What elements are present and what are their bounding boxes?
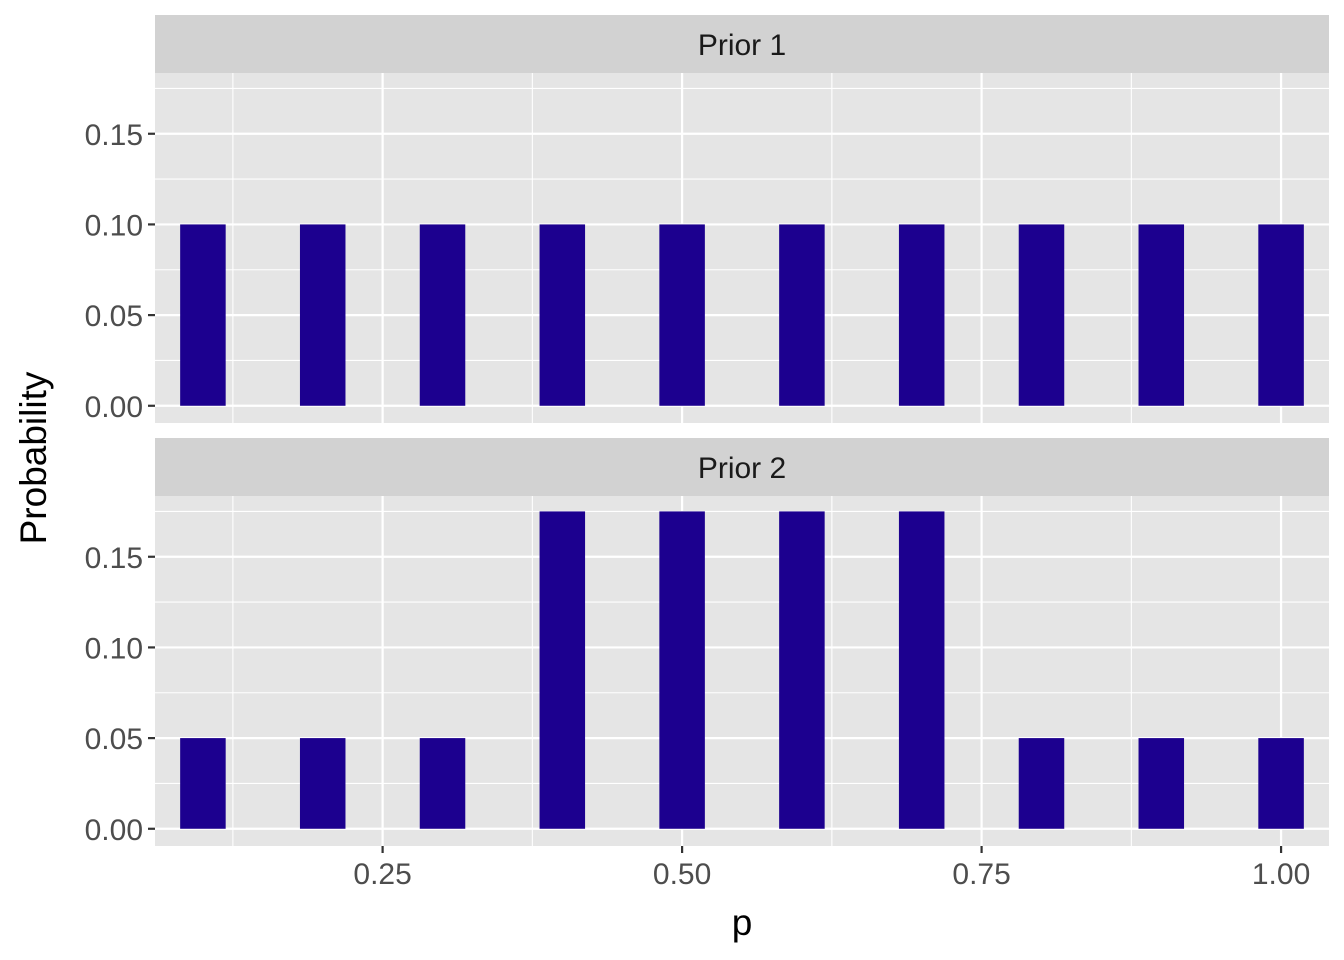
- bar: [659, 224, 705, 406]
- bar: [1258, 224, 1304, 406]
- x-tick-label: 0.75: [952, 858, 1010, 891]
- bar: [898, 224, 945, 406]
- x-tick-label: 0.25: [353, 858, 411, 891]
- strip-background: [155, 438, 1329, 496]
- bar: [1138, 738, 1185, 829]
- panel-1: Prior 1 0.00 0.05 0.10 0.15: [85, 15, 1329, 424]
- bar: [1018, 738, 1065, 829]
- bar: [299, 224, 346, 406]
- panel-background: [155, 73, 1329, 423]
- bar: [1018, 224, 1065, 406]
- y-tick-label: 0.00: [85, 814, 143, 847]
- x-tick-label: 0.50: [653, 858, 711, 891]
- panel-background: [155, 496, 1329, 846]
- bar: [299, 738, 346, 829]
- y-tick-label: 0.05: [85, 723, 143, 756]
- bar: [539, 511, 586, 829]
- bar: [779, 511, 825, 829]
- x-axis-title: p: [732, 902, 753, 943]
- bar: [1258, 738, 1304, 829]
- bar: [419, 738, 466, 829]
- bar: [779, 224, 825, 406]
- panel-2: Prior 2 0.00 0.05 0.10 0.15 0.25 0.50 0.75 1.00: [85, 438, 1329, 891]
- y-tick-label: 0.10: [85, 632, 143, 665]
- bar: [539, 224, 586, 406]
- panels-layer: Prior 1 0.00 0.05 0.10 0.15 Prior 2 0.00 0.05 0.…: [85, 15, 1329, 891]
- y-tick-label: 0.15: [85, 542, 143, 575]
- strip-label: Prior 2: [698, 452, 786, 485]
- y-axis-title: Probability: [13, 371, 54, 544]
- y-tick-label: 0.10: [85, 209, 143, 242]
- x-tick-label: 1.00: [1252, 858, 1310, 891]
- y-tick-label: 0.15: [85, 119, 143, 152]
- bar: [180, 224, 226, 406]
- bar: [898, 511, 945, 829]
- y-tick-label: 0.05: [85, 300, 143, 333]
- bar: [659, 511, 705, 829]
- strip-background: [155, 15, 1329, 73]
- bar: [1138, 224, 1185, 406]
- strip-label: Prior 1: [698, 29, 786, 62]
- bar: [180, 738, 226, 829]
- y-tick-label: 0.00: [85, 391, 143, 424]
- bar: [419, 224, 466, 406]
